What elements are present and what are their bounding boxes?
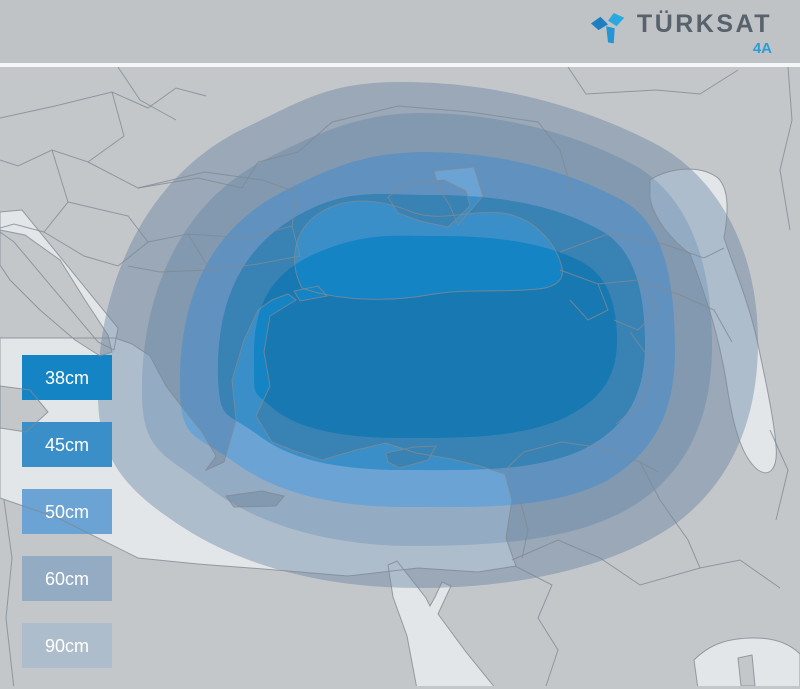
legend-swatch-45cm [22,422,112,467]
legend [22,355,112,668]
legend-swatch-60cm [22,556,112,601]
map-canvas: 38cm 45cm 50cm 60cm 90cm [0,66,800,689]
legend-swatch-38cm [22,355,112,400]
legend-label-50cm: 50cm [45,502,89,522]
legend-label-60cm: 60cm [45,569,89,589]
header-bar: TÜRKSAT 4A [0,0,800,63]
turksat-logo: TÜRKSAT 4A [590,10,772,58]
header-separator [0,63,800,67]
turksat-logo-icon [590,13,625,44]
country-borders [0,66,800,689]
legend-swatch-90cm [22,623,112,668]
legend-label-45cm: 45cm [45,435,89,455]
legend-swatch-50cm [22,489,112,534]
legend-label-38cm: 38cm [45,368,89,388]
legend-label-90cm: 90cm [45,636,89,656]
brand-name: TÜRKSAT [636,10,772,38]
legend-labels: 38cm 45cm 50cm 60cm 90cm [45,368,89,656]
satellite-designation: 4A [752,40,772,57]
